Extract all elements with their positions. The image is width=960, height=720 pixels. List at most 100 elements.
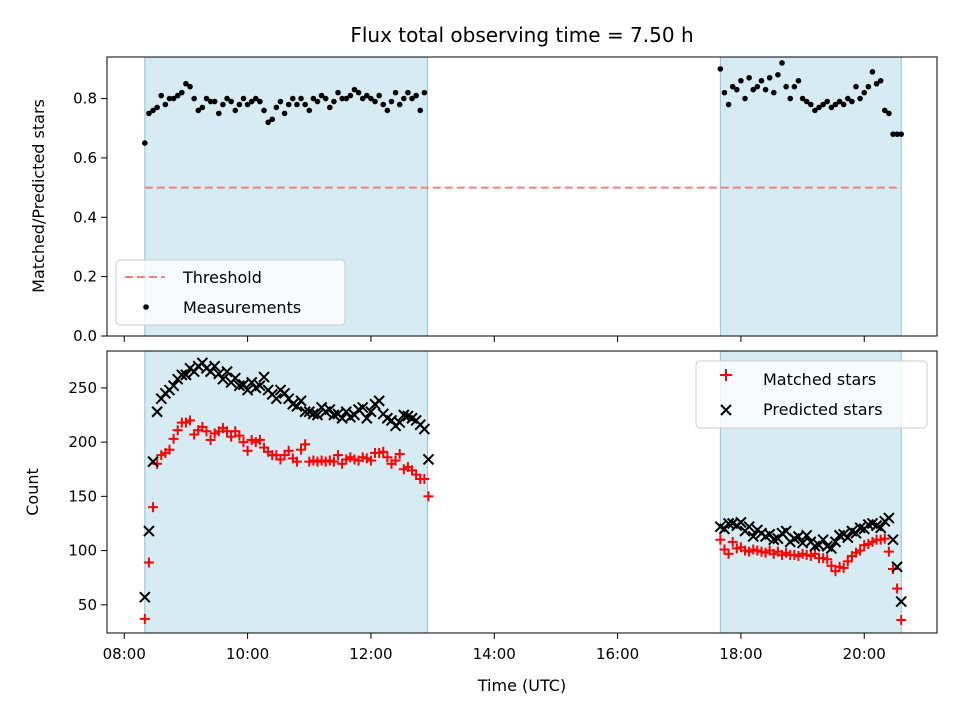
- matched-star-point: [234, 430, 245, 441]
- measurement-point: [820, 101, 826, 108]
- measurement-point: [729, 83, 736, 90]
- matched-legend-swatch: [720, 369, 732, 381]
- measurement-point: [232, 107, 239, 114]
- predicted-star-point: [825, 542, 838, 555]
- measurement-point: [405, 89, 411, 96]
- predicted-star-point: [373, 395, 385, 407]
- count-ytick-label: 100: [68, 542, 97, 560]
- measurement-point: [738, 77, 744, 84]
- measurement-point: [853, 83, 859, 90]
- predicted-star-point: [768, 534, 780, 546]
- measurement-point: [770, 89, 777, 96]
- measurement-point: [142, 140, 148, 146]
- measurement-point: [824, 98, 831, 105]
- measurement-point: [220, 101, 226, 108]
- measurement-point: [228, 98, 234, 105]
- measurement-point: [248, 98, 255, 105]
- measurement-point: [203, 95, 210, 102]
- predicted-star-point: [176, 369, 188, 381]
- measurement-point: [355, 89, 362, 96]
- measurement-point: [417, 107, 424, 114]
- measurement-point: [392, 89, 399, 96]
- measurement-point: [306, 107, 313, 114]
- matched-star-point: [201, 426, 212, 437]
- measurement-point: [150, 107, 156, 114]
- measurement-point: [310, 95, 317, 102]
- predicted-star-point: [887, 534, 899, 546]
- measurement-point: [898, 131, 905, 137]
- matched-star-point: [139, 613, 150, 624]
- measurement-point: [396, 101, 403, 108]
- matched-star-point: [855, 545, 866, 556]
- matched-star-point: [822, 554, 833, 565]
- measurement-point: [861, 89, 868, 96]
- matched-star-point: [715, 534, 726, 545]
- measurement-point: [195, 107, 202, 114]
- measurement-point: [754, 83, 761, 90]
- matched-star-point: [419, 473, 430, 484]
- measurement-point: [322, 95, 329, 102]
- predicted-star-point: [854, 522, 866, 534]
- measurement-point: [890, 131, 896, 137]
- measurement-point: [816, 104, 822, 111]
- predicted-stars-series: [139, 357, 907, 608]
- measurement-point: [281, 110, 288, 117]
- matched-star-point: [423, 491, 434, 502]
- matched-star-point: [378, 446, 389, 457]
- predicted-star-point: [311, 409, 324, 421]
- measurement-point: [762, 86, 769, 93]
- matched-star-point: [185, 415, 196, 426]
- measurement-point: [877, 77, 884, 84]
- measurement-point: [409, 95, 415, 102]
- measurement-point: [359, 95, 366, 102]
- predicted-star-point: [167, 380, 180, 392]
- count-ytick-label: 200: [68, 433, 97, 451]
- matched-star-point: [164, 444, 175, 455]
- measurement-point: [240, 95, 247, 102]
- measurement-point: [343, 95, 350, 102]
- count-y-axis-label: Count: [23, 468, 42, 516]
- measurement-point: [775, 72, 781, 78]
- predicted-star-point: [241, 384, 254, 396]
- measurement-point: [865, 83, 872, 90]
- predicted-star-point: [398, 409, 410, 421]
- measurement-point: [758, 77, 765, 84]
- matched-star-point: [226, 431, 237, 442]
- x-axis-label: Time (UTC): [477, 676, 566, 695]
- x-tick-label: 18:00: [719, 645, 762, 663]
- measurement-point: [327, 104, 333, 111]
- measurement-point: [857, 95, 863, 102]
- count-panel-frame: [106, 350, 938, 634]
- predicted-star-point: [328, 409, 340, 421]
- matched-star-point: [723, 548, 734, 559]
- measurement-point: [869, 69, 876, 75]
- measurement-point: [269, 116, 276, 123]
- predicted-star-point: [393, 416, 406, 429]
- matched-star-point: [842, 556, 853, 567]
- predicted-star-point: [722, 517, 735, 530]
- threshold-legend-label: Threshold: [182, 268, 262, 287]
- measurement-point: [302, 101, 308, 108]
- matched-star-point: [168, 433, 179, 444]
- measurement-point: [216, 110, 222, 117]
- measurement-point: [146, 110, 152, 117]
- ratio-panel-frame: [106, 56, 938, 337]
- measurement-point: [881, 107, 888, 114]
- matched-star-point: [838, 562, 849, 573]
- predicted-star-point: [147, 455, 159, 468]
- measurement-point: [211, 98, 218, 105]
- measurement-point: [401, 95, 407, 102]
- observing-window-1: [144, 350, 428, 634]
- measurement-point: [179, 89, 185, 96]
- predicted-star-point: [217, 373, 229, 385]
- measurement-point: [257, 98, 263, 105]
- matched-star-point: [328, 456, 339, 467]
- measurement-point: [388, 98, 395, 105]
- x-tick-label: 08:00: [103, 645, 146, 663]
- measurement-point: [725, 101, 732, 108]
- ratio-measurements: [142, 60, 905, 146]
- count-ytick-label: 50: [78, 596, 97, 614]
- measurement-point: [746, 74, 752, 81]
- measurement-point: [742, 95, 748, 102]
- predicted-star-point: [299, 406, 311, 418]
